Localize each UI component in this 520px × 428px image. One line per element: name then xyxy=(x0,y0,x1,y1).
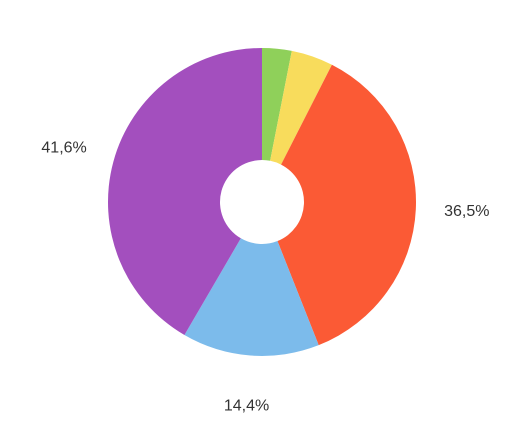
donut-slice xyxy=(184,238,319,356)
donut-slice xyxy=(277,64,416,346)
donut-slice xyxy=(270,50,332,165)
slice-label: 41,6% xyxy=(41,140,86,157)
donut-slice xyxy=(262,48,292,161)
donut-slice xyxy=(108,48,263,336)
slice-label: 14,4% xyxy=(224,398,269,415)
slice-label: 36,5% xyxy=(444,203,489,220)
